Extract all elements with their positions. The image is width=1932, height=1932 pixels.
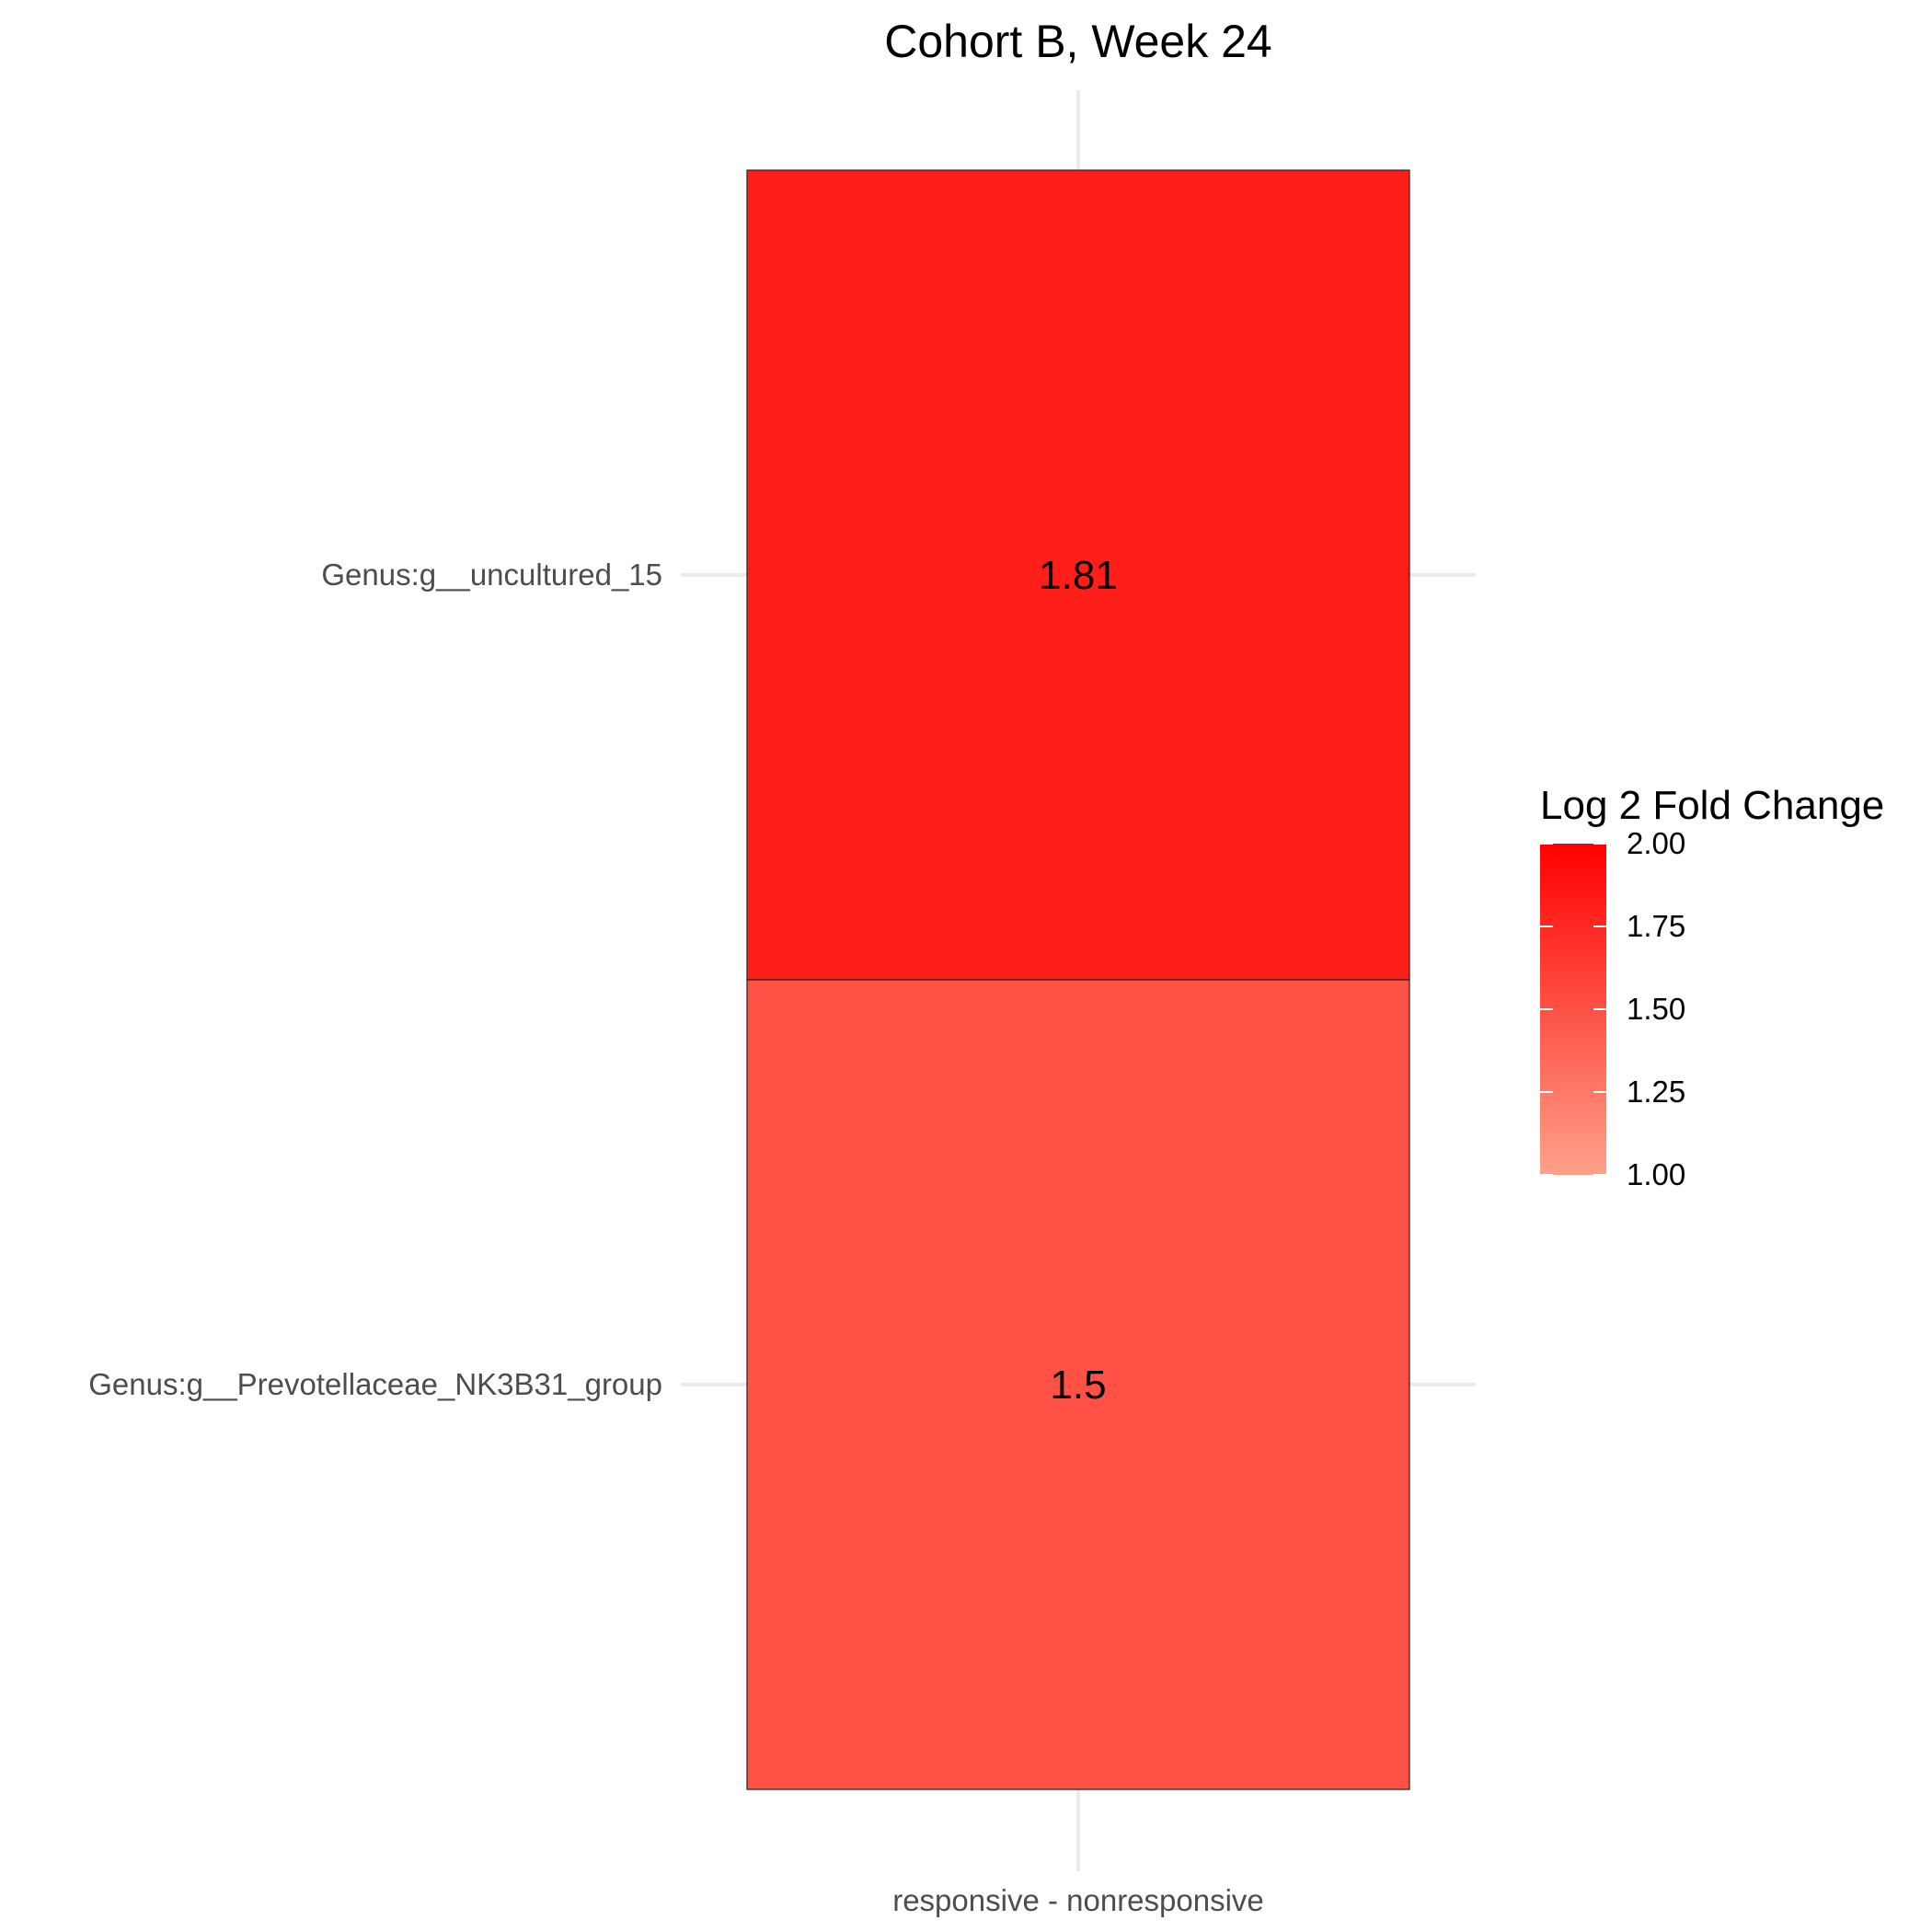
legend-title: Log 2 Fold Change [1540,783,1884,828]
y-tick-label: Genus:g__uncultured_15 [321,558,662,592]
cell-value-label: 1.81 [1039,553,1118,598]
legend-tick-label: 1.00 [1627,1157,1685,1191]
heatmap-cell [746,979,1410,1790]
legend-tick-label: 1.75 [1627,909,1685,943]
legend-tick-label: 1.50 [1627,992,1685,1026]
cell-value-label: 1.5 [1050,1363,1106,1408]
x-axis-tick-labels: responsive - nonresponsive [892,1883,1264,1917]
chart-title: Cohort B, Week 24 [884,16,1272,67]
y-axis-tick-labels: Genus:g__uncultured_15 Genus:g__Prevotell… [88,558,662,1401]
cell-value-labels: 1.81 1.5 [1039,553,1118,1408]
legend-ticks: 2.00 1.75 1.50 1.25 1.00 [1540,826,1685,1191]
x-tick-label: responsive - nonresponsive [892,1883,1264,1917]
y-tick-label: Genus:g__Prevotellaceae_NK3B31_group [88,1367,662,1401]
heatmap-cell [746,169,1410,981]
legend-tick-label: 1.25 [1627,1075,1685,1109]
heatmap-cells [746,169,1410,1790]
color-legend: Log 2 Fold Change 2.00 1.75 1.50 1.25 1.00 [1540,783,1884,1191]
legend-tick-label: 2.00 [1627,826,1685,860]
